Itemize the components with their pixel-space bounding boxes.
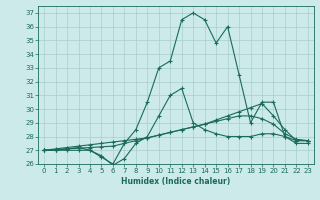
X-axis label: Humidex (Indice chaleur): Humidex (Indice chaleur) bbox=[121, 177, 231, 186]
